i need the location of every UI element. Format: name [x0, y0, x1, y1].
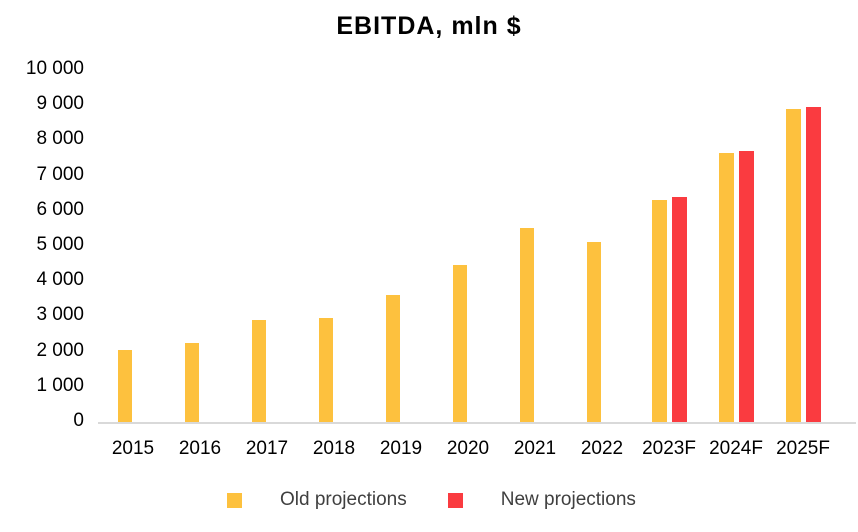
y-tick-label-0: 0	[73, 410, 84, 431]
x-tick-label-2015: 2015	[111, 438, 155, 459]
y-tick-label-8000: 8 000	[36, 128, 84, 150]
legend: Old projections New projections	[227, 482, 669, 518]
x-axis-line	[98, 422, 856, 424]
legend-swatch-new	[447, 492, 463, 508]
bar-old-2025F	[785, 108, 801, 422]
bar-old-2021	[520, 228, 534, 422]
x-tick-label-2024F: 2024F	[709, 438, 763, 459]
bar-new-2025F	[805, 106, 821, 422]
x-tick-label-2021: 2021	[513, 438, 557, 459]
x-tick-label-2018: 2018	[312, 438, 356, 459]
y-tick-label-1000: 1 000	[36, 374, 84, 396]
bar-old-2023F	[651, 200, 667, 422]
bar-old-2020	[453, 265, 467, 422]
legend-label-old: Old projections	[247, 482, 440, 518]
bar-old-2016	[185, 342, 199, 422]
y-tick-label-3000: 3 000	[36, 304, 84, 326]
chart-title: EBITDA, mln $	[336, 12, 522, 40]
bar-old-2022	[587, 242, 601, 422]
x-tick-label-2016: 2016	[178, 438, 222, 459]
x-tick-label-2025F: 2025F	[776, 438, 830, 459]
bar-new-2023F	[671, 196, 687, 422]
legend-item-old-projections: Old projections	[227, 482, 440, 518]
y-tick-label-10000: 10 000	[25, 58, 84, 79]
y-tick-label-5000: 5 000	[36, 234, 84, 255]
legend-item-new-projections: New projections	[447, 482, 669, 518]
bar-old-2017	[252, 319, 266, 422]
x-tick-label-2019: 2019	[379, 438, 423, 459]
bar-old-2019	[386, 295, 400, 422]
bar-old-2018	[319, 318, 333, 422]
y-tick-label-2000: 2 000	[36, 339, 84, 361]
x-tick-label-2017: 2017	[245, 438, 289, 459]
x-tick-label-2022: 2022	[580, 438, 624, 459]
legend-label-new: New projections	[467, 482, 669, 518]
y-tick-label-7000: 7 000	[36, 163, 84, 185]
legend-swatch-old	[227, 492, 242, 508]
x-tick-label-2023F: 2023F	[642, 438, 696, 459]
bar-old-2024F	[718, 152, 734, 422]
x-tick-label-2020: 2020	[446, 438, 490, 459]
bar-new-2024F	[738, 150, 754, 422]
y-tick-label-9000: 9 000	[36, 93, 84, 115]
y-tick-label-6000: 6 000	[36, 198, 84, 220]
bar-old-2015	[118, 349, 132, 422]
y-tick-label-4000: 4 000	[36, 269, 84, 291]
